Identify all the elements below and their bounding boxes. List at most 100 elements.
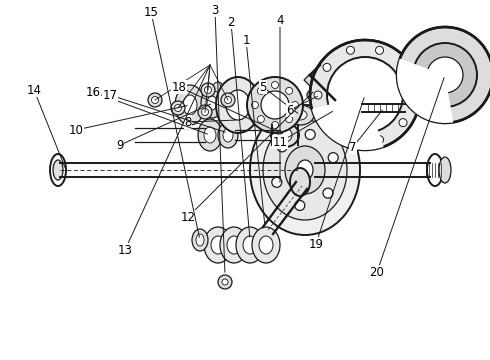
Ellipse shape <box>201 88 223 118</box>
Circle shape <box>323 188 333 198</box>
Circle shape <box>198 105 212 119</box>
Text: 16: 16 <box>85 86 100 99</box>
Ellipse shape <box>216 77 260 133</box>
Ellipse shape <box>439 157 451 183</box>
Circle shape <box>201 108 209 116</box>
Ellipse shape <box>204 127 216 143</box>
Circle shape <box>399 63 407 71</box>
Circle shape <box>277 142 287 152</box>
Circle shape <box>375 46 384 54</box>
Circle shape <box>323 119 331 127</box>
Bar <box>304 75 316 87</box>
Text: 4: 4 <box>276 14 284 27</box>
Text: 6: 6 <box>286 104 294 117</box>
Circle shape <box>272 177 282 187</box>
Ellipse shape <box>50 154 66 186</box>
Circle shape <box>346 136 354 144</box>
Ellipse shape <box>250 105 360 235</box>
Ellipse shape <box>278 128 292 142</box>
Circle shape <box>327 57 403 133</box>
Circle shape <box>314 91 322 99</box>
Circle shape <box>305 130 315 140</box>
Ellipse shape <box>252 227 280 263</box>
Circle shape <box>310 40 420 150</box>
Text: 8: 8 <box>184 116 192 129</box>
Text: 13: 13 <box>118 243 132 256</box>
Circle shape <box>151 96 158 104</box>
Circle shape <box>201 83 215 97</box>
Circle shape <box>257 116 265 123</box>
Circle shape <box>397 27 490 123</box>
Ellipse shape <box>293 110 307 120</box>
Ellipse shape <box>175 85 205 125</box>
Ellipse shape <box>427 154 443 186</box>
Ellipse shape <box>243 236 257 254</box>
Circle shape <box>328 153 338 163</box>
Text: 10: 10 <box>69 123 83 136</box>
Ellipse shape <box>311 92 319 98</box>
Circle shape <box>171 101 185 115</box>
Ellipse shape <box>196 234 204 246</box>
Circle shape <box>148 93 162 107</box>
Ellipse shape <box>355 100 365 116</box>
Circle shape <box>218 275 232 289</box>
Text: 18: 18 <box>172 81 186 94</box>
Ellipse shape <box>53 160 63 180</box>
Ellipse shape <box>204 227 232 263</box>
Circle shape <box>271 122 278 129</box>
Circle shape <box>204 86 212 94</box>
Ellipse shape <box>226 90 250 120</box>
Circle shape <box>221 93 235 107</box>
Circle shape <box>292 102 298 108</box>
Ellipse shape <box>192 229 208 251</box>
Circle shape <box>375 136 384 144</box>
Ellipse shape <box>227 236 241 254</box>
Ellipse shape <box>261 91 289 119</box>
Text: 20: 20 <box>369 266 385 279</box>
Circle shape <box>213 82 223 92</box>
Circle shape <box>257 87 265 94</box>
Circle shape <box>286 116 293 123</box>
Text: 9: 9 <box>116 139 124 152</box>
Circle shape <box>413 43 477 107</box>
Ellipse shape <box>207 96 217 110</box>
Text: 19: 19 <box>309 238 323 251</box>
Circle shape <box>427 57 463 93</box>
Circle shape <box>174 104 181 112</box>
Text: 2: 2 <box>227 15 235 28</box>
Circle shape <box>323 63 331 71</box>
Text: 7: 7 <box>349 140 357 153</box>
Circle shape <box>251 102 259 108</box>
Circle shape <box>271 81 278 89</box>
Text: 11: 11 <box>272 135 288 149</box>
Ellipse shape <box>330 105 340 115</box>
Circle shape <box>346 46 354 54</box>
Ellipse shape <box>263 120 347 220</box>
Ellipse shape <box>223 128 233 142</box>
Ellipse shape <box>271 123 299 147</box>
Ellipse shape <box>211 236 225 254</box>
Text: 15: 15 <box>144 5 158 18</box>
Text: 12: 12 <box>180 211 196 224</box>
Circle shape <box>286 87 293 94</box>
Ellipse shape <box>236 227 264 263</box>
Text: 1: 1 <box>242 33 250 46</box>
Wedge shape <box>312 95 384 150</box>
Text: 3: 3 <box>211 4 219 17</box>
Circle shape <box>399 119 407 127</box>
Ellipse shape <box>183 95 197 115</box>
Circle shape <box>408 91 416 99</box>
Ellipse shape <box>307 89 323 101</box>
Ellipse shape <box>290 168 310 196</box>
Ellipse shape <box>247 77 303 133</box>
Ellipse shape <box>325 100 345 120</box>
Text: 14: 14 <box>26 84 42 96</box>
Text: 5: 5 <box>259 81 267 94</box>
Ellipse shape <box>297 160 313 180</box>
Ellipse shape <box>218 122 238 148</box>
Ellipse shape <box>286 105 314 125</box>
Circle shape <box>295 201 305 211</box>
Circle shape <box>222 279 228 285</box>
Wedge shape <box>397 59 453 123</box>
Circle shape <box>224 96 231 104</box>
